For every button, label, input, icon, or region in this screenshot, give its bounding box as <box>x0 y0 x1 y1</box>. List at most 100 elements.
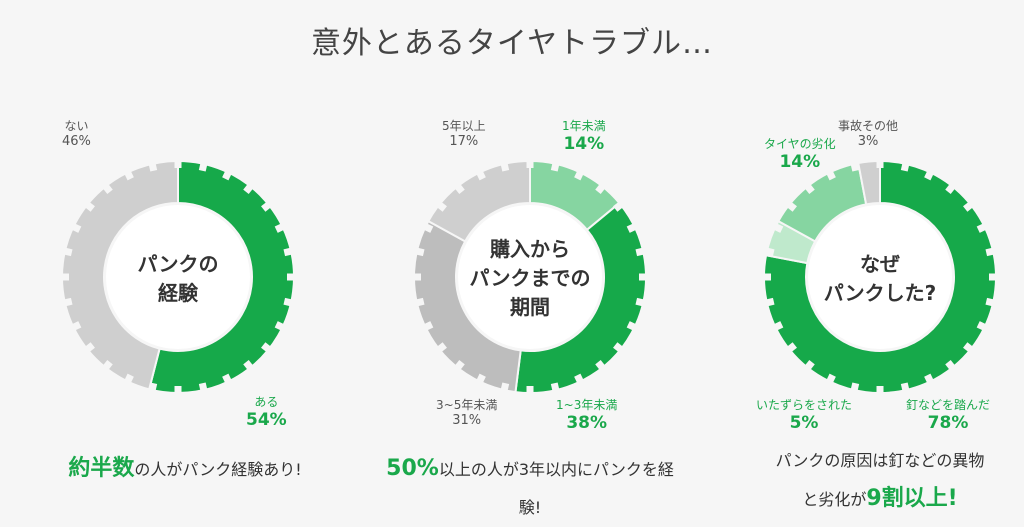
slice-name: 5年以上 <box>442 119 486 133</box>
center-line: 購入から <box>490 237 570 261</box>
slice-label: タイヤの劣化 14% <box>764 137 836 173</box>
tread-notch <box>476 170 486 181</box>
caption-highlight: 約半数 <box>68 456 135 481</box>
caption-text-2: と劣化が <box>802 490 867 509</box>
caption-text: 以上の人が3年以内にパンクを経 <box>438 460 674 479</box>
tread-notch <box>924 170 934 181</box>
chart-caption: 50%以上の人が3年以内にパンクを経 験! <box>380 450 680 527</box>
tread-notch <box>500 162 510 172</box>
slice-name: ない <box>64 119 89 133</box>
tread-notch <box>635 247 645 257</box>
tread-notch <box>613 342 624 353</box>
pie-slice <box>147 159 295 394</box>
tread-notch <box>550 382 560 392</box>
center-line: パンクまでの <box>469 266 591 290</box>
slice-label: 1~3年未満 38% <box>556 398 617 434</box>
tread-notch <box>476 373 486 384</box>
tread-notch <box>436 342 447 353</box>
slice-pct: 5% <box>789 413 819 433</box>
caption-text: の人がパンク経験あり! <box>134 460 302 479</box>
tread-notch <box>786 201 797 212</box>
slice-name: いたずらをされた <box>756 398 853 412</box>
tread-notch <box>635 297 645 307</box>
tread-notch <box>222 170 232 181</box>
center-line: なぜ <box>860 252 900 276</box>
slice-label: ない 46% <box>62 119 91 150</box>
tread-notch <box>574 170 584 181</box>
caption-text: パンクの原因は釘などの異物 <box>775 451 985 470</box>
tread-notch <box>595 183 606 194</box>
center-line: 期間 <box>510 295 550 319</box>
slice-label: いたずらをされた 5% <box>756 398 852 434</box>
tread-notch <box>63 247 73 257</box>
tread-notch <box>963 201 974 212</box>
pie-chart-reason <box>763 159 997 394</box>
tread-notch <box>500 382 510 392</box>
tread-notch <box>876 160 884 168</box>
tread-notch <box>413 273 421 281</box>
slice-name: 1年未満 <box>562 119 606 133</box>
tread-notch <box>423 321 434 331</box>
slice-name: 3~5年未満 <box>436 398 498 412</box>
slice-pct: 14% <box>779 152 821 172</box>
tread-notch <box>786 342 797 353</box>
pie-chart-experience <box>61 159 295 394</box>
tread-notch <box>174 160 182 168</box>
tread-notch <box>287 273 295 281</box>
tread-notch <box>963 342 974 353</box>
pie-chart-period <box>413 159 647 394</box>
tread-notch <box>454 360 465 371</box>
tread-notch <box>526 160 534 168</box>
tread-notch <box>626 321 637 331</box>
chart-caption: 約半数の人がパンク経験あり! <box>40 450 330 482</box>
tread-notch <box>261 342 272 353</box>
slice-label: 釘などを踏んだ 78% <box>906 398 990 434</box>
slice-pct: 46% <box>62 134 91 149</box>
tread-notch <box>985 297 995 307</box>
tread-notch <box>148 162 158 172</box>
tread-notch <box>274 223 285 233</box>
tread-notch <box>876 386 884 394</box>
tread-notch <box>595 360 606 371</box>
tread-notch <box>976 223 987 233</box>
tread-notch <box>174 386 182 394</box>
tread-notch <box>613 201 624 212</box>
slice-label: ある 54% <box>246 395 287 431</box>
tread-notch <box>61 273 69 281</box>
tread-notch <box>900 382 910 392</box>
tread-notch <box>198 382 208 392</box>
tread-notch <box>283 297 293 307</box>
slice-pct: 38% <box>566 413 608 433</box>
tread-notch <box>574 373 584 384</box>
tread-notch <box>63 297 73 307</box>
tread-notch <box>765 297 775 307</box>
tread-notch <box>804 360 815 371</box>
chart-center-title: 購入から パンクまでの 期間 <box>460 235 600 322</box>
chart-hub <box>106 205 250 349</box>
tread-notch <box>924 373 934 384</box>
chart-center-title: パンクの 経験 <box>118 250 238 308</box>
slice-pct: 14% <box>563 134 605 154</box>
caption-highlight: 9割以上! <box>866 486 958 511</box>
tread-notch <box>243 183 254 194</box>
slice-pct: 54% <box>246 410 287 430</box>
tread-notch <box>765 247 775 257</box>
tread-notch <box>436 201 447 212</box>
slice-label: 事故その他 3% <box>838 119 898 150</box>
slice-label: 5年以上 17% <box>442 119 486 150</box>
tread-notch <box>84 201 95 212</box>
tread-notch <box>102 183 113 194</box>
tread-notch <box>261 201 272 212</box>
tread-notch <box>773 223 784 233</box>
slice-name: 釘などを踏んだ <box>906 398 991 412</box>
tread-notch <box>626 223 637 233</box>
tread-notch <box>526 386 534 394</box>
tread-notch <box>124 373 134 384</box>
slice-name: 1~3年未満 <box>556 398 618 412</box>
tread-notch <box>945 360 956 371</box>
center-line: パンクした? <box>823 281 937 305</box>
tread-notch <box>850 382 860 392</box>
tread-notch <box>804 183 815 194</box>
slice-pct: 78% <box>927 413 969 433</box>
slice-label: 1年未満 14% <box>562 119 606 155</box>
